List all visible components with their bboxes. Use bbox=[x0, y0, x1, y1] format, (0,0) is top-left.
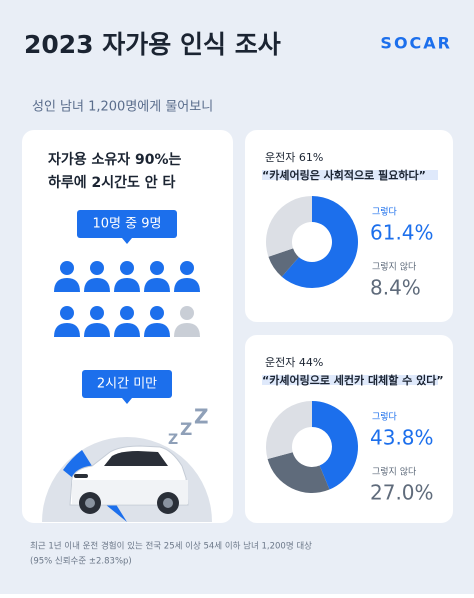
chart-subtitle: 운전자 61% bbox=[265, 151, 323, 164]
z: Z bbox=[168, 432, 178, 448]
person-body bbox=[144, 323, 170, 337]
donut-segment bbox=[268, 248, 299, 277]
sleep-icon: Z Z Z bbox=[168, 405, 209, 449]
person-body bbox=[114, 278, 140, 292]
legend-label: 그렇다 bbox=[372, 207, 398, 218]
person-head bbox=[60, 306, 74, 320]
badge-text: 2시간 미만 bbox=[97, 377, 157, 392]
person-head bbox=[120, 261, 134, 275]
person-head bbox=[150, 306, 164, 320]
value-label: 43.8% bbox=[370, 426, 434, 450]
value-label: 8.4% bbox=[370, 276, 421, 300]
person-head bbox=[60, 261, 74, 275]
person-body bbox=[54, 323, 80, 337]
chart-subtitle: 운전자 44% bbox=[265, 356, 323, 369]
footnote: (95% 신뢰수준 ±2.83%p) bbox=[30, 557, 132, 567]
quote-highlight bbox=[262, 170, 438, 180]
legend-label: 그렇지 않다 bbox=[372, 262, 417, 273]
legend-label: 그렇지 않다 bbox=[372, 467, 417, 478]
donut-segment bbox=[267, 452, 330, 493]
person-head bbox=[180, 261, 194, 275]
donut-segment bbox=[312, 401, 359, 490]
chart-title: “카셰어링은 사회적으로 필요하다” bbox=[262, 168, 426, 182]
z: Z bbox=[180, 420, 192, 440]
donut-segment bbox=[281, 196, 359, 288]
chart-title: “카셰어링으로 세컨카 대체할 수 있다” bbox=[262, 373, 444, 387]
headline: 자가용 소유자 90%는 bbox=[48, 152, 182, 168]
badge-pointer bbox=[122, 398, 132, 404]
person-head bbox=[120, 306, 134, 320]
person-body bbox=[174, 323, 200, 337]
person-head bbox=[90, 261, 104, 275]
quote-highlight bbox=[262, 375, 438, 385]
legend-label: 그렇다 bbox=[372, 412, 398, 423]
z: Z bbox=[194, 405, 209, 429]
donut-segment bbox=[266, 401, 312, 459]
person-body bbox=[84, 278, 110, 292]
people-icons bbox=[54, 261, 200, 337]
donut-segment bbox=[265, 196, 312, 257]
value-label: 61.4% bbox=[370, 221, 434, 245]
person-body bbox=[84, 323, 110, 337]
footnote: 최근 1년 이내 운전 경험이 있는 전국 25세 이상 54세 이하 남녀 1… bbox=[30, 541, 312, 552]
person-head bbox=[180, 306, 194, 320]
title: 2023 자가용 인식 조사 bbox=[24, 30, 281, 59]
logo: SOCAR bbox=[380, 34, 452, 53]
person-head bbox=[90, 306, 104, 320]
badge-text: 10명 중 9명 bbox=[93, 217, 162, 232]
person-body bbox=[174, 278, 200, 292]
headline: 하루에 2시간도 안 타 bbox=[48, 174, 176, 191]
badge bbox=[82, 370, 172, 398]
person-head bbox=[150, 261, 164, 275]
car bbox=[69, 445, 189, 514]
badge-pointer bbox=[122, 238, 132, 244]
person-body bbox=[144, 278, 170, 292]
person-body bbox=[54, 278, 80, 292]
charts: 운전자 61% “카셰어링은 사회적으로 필요하다” 그렇다 61.4% 그렇지 않다 8… bbox=[262, 151, 444, 505]
person-body bbox=[114, 323, 140, 337]
badge bbox=[77, 210, 177, 238]
value-label: 27.0% bbox=[370, 481, 434, 505]
subtitle: 성인 남녀 1,200명에게 물어보니 bbox=[32, 100, 213, 115]
